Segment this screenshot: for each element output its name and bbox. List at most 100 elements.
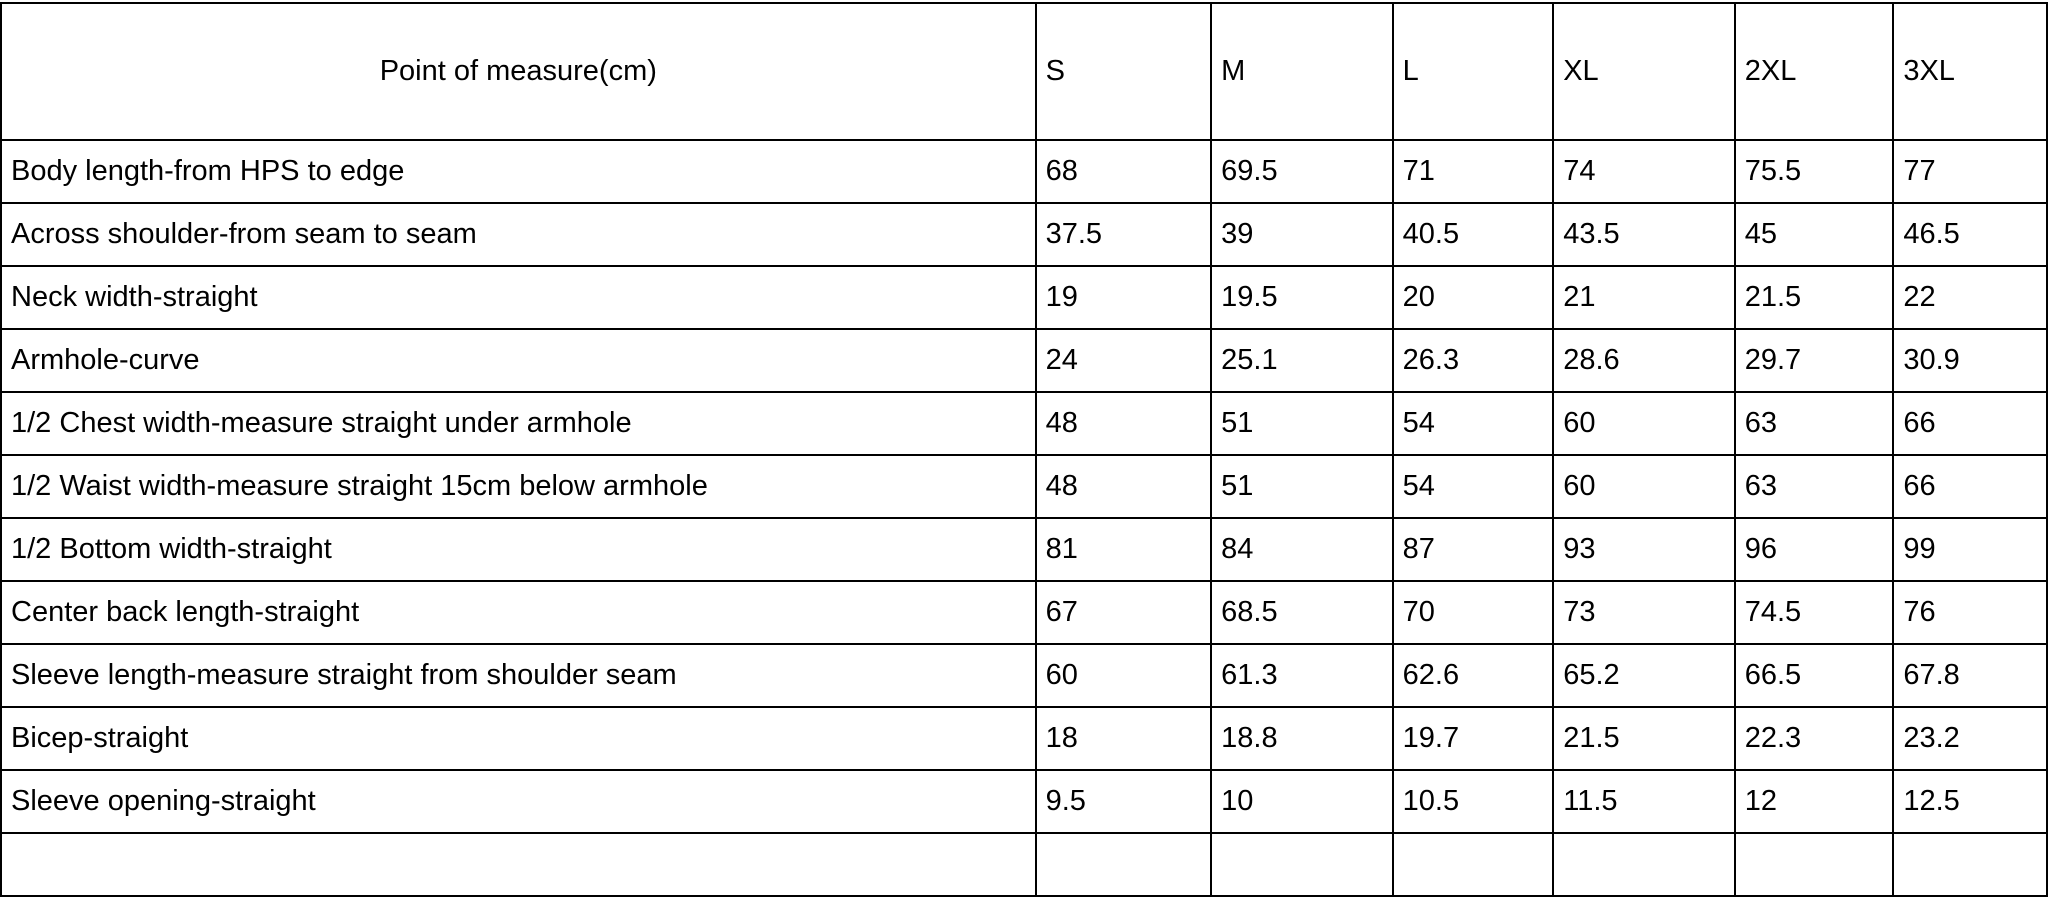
measure-name-cell: Center back length-straight bbox=[0, 580, 1037, 645]
measure-value-cell: 48 bbox=[1034, 391, 1213, 456]
measure-value-cell: 66 bbox=[1892, 391, 2048, 456]
measure-value-cell: 54 bbox=[1391, 391, 1555, 456]
table-row: Center back length-straight 67 68.5 70 73 74.… bbox=[0, 580, 2048, 645]
header-size-2xl: 2XL bbox=[1733, 2, 1895, 141]
measure-value-cell: 46.5 bbox=[1892, 202, 2048, 267]
empty-cell bbox=[1733, 832, 1895, 897]
measure-value-cell: 65.2 bbox=[1552, 643, 1736, 708]
measure-value-cell: 21.5 bbox=[1552, 706, 1736, 771]
measure-value-cell: 10 bbox=[1210, 769, 1394, 834]
measure-value-cell: 30.9 bbox=[1892, 328, 2048, 393]
measure-value-cell: 74 bbox=[1552, 139, 1736, 204]
measure-name-cell: Across shoulder-from seam to seam bbox=[0, 202, 1037, 267]
measure-value-cell: 19 bbox=[1034, 265, 1213, 330]
measure-value-cell: 18.8 bbox=[1210, 706, 1394, 771]
measure-value-cell: 66.5 bbox=[1733, 643, 1895, 708]
measure-value-cell: 71 bbox=[1391, 139, 1555, 204]
measure-value-cell: 45 bbox=[1733, 202, 1895, 267]
measure-value-cell: 19.5 bbox=[1210, 265, 1394, 330]
empty-cell bbox=[1391, 832, 1555, 897]
measure-value-cell: 22.3 bbox=[1733, 706, 1895, 771]
measure-value-cell: 60 bbox=[1034, 643, 1213, 708]
measure-value-cell: 20 bbox=[1391, 265, 1555, 330]
measure-value-cell: 19.7 bbox=[1391, 706, 1555, 771]
measure-name-cell: Sleeve length-measure straight from shou… bbox=[0, 643, 1037, 708]
measure-value-cell: 12 bbox=[1733, 769, 1895, 834]
measure-value-cell: 93 bbox=[1552, 517, 1736, 582]
measure-value-cell: 67 bbox=[1034, 580, 1213, 645]
measure-name-cell: Bicep-straight bbox=[0, 706, 1037, 771]
measure-name-cell: 1/2 Chest width-measure straight under a… bbox=[0, 391, 1037, 456]
measure-value-cell: 48 bbox=[1034, 454, 1213, 519]
measure-name-cell: Armhole-curve bbox=[0, 328, 1037, 393]
empty-cell bbox=[1210, 832, 1394, 897]
empty-cell bbox=[1034, 832, 1213, 897]
empty-cell bbox=[0, 832, 1037, 897]
measure-value-cell: 25.1 bbox=[1210, 328, 1394, 393]
table-row: Across shoulder-from seam to seam 37.5 39 4… bbox=[0, 202, 2048, 267]
measure-value-cell: 74.5 bbox=[1733, 580, 1895, 645]
table-row: Neck width-straight 19 19.5 20 21 21.5 22 bbox=[0, 265, 2048, 330]
table-row: 1/2 Bottom width-straight 81 84 87 93 96 99 bbox=[0, 517, 2048, 582]
table-row bbox=[0, 832, 2048, 897]
measure-value-cell: 87 bbox=[1391, 517, 1555, 582]
empty-cell bbox=[1892, 832, 2048, 897]
measure-name-cell: Sleeve opening-straight bbox=[0, 769, 1037, 834]
measure-value-cell: 18 bbox=[1034, 706, 1213, 771]
measure-value-cell: 60 bbox=[1552, 454, 1736, 519]
empty-cell bbox=[1552, 832, 1736, 897]
measure-value-cell: 51 bbox=[1210, 454, 1394, 519]
measure-value-cell: 60 bbox=[1552, 391, 1736, 456]
header-size-s: S bbox=[1034, 2, 1213, 141]
measure-value-cell: 96 bbox=[1733, 517, 1895, 582]
measure-value-cell: 73 bbox=[1552, 580, 1736, 645]
measure-value-cell: 63 bbox=[1733, 391, 1895, 456]
measure-value-cell: 66 bbox=[1892, 454, 2048, 519]
measure-value-cell: 21 bbox=[1552, 265, 1736, 330]
table-row: Body length-from HPS to edge 68 69.5 71 74 75… bbox=[0, 139, 2048, 204]
table-row: Sleeve opening-straight 9.5 10 10.5 11.5 12 12… bbox=[0, 769, 2048, 834]
measure-value-cell: 61.3 bbox=[1210, 643, 1394, 708]
measure-value-cell: 11.5 bbox=[1552, 769, 1736, 834]
measure-value-cell: 63 bbox=[1733, 454, 1895, 519]
measure-value-cell: 69.5 bbox=[1210, 139, 1394, 204]
measure-value-cell: 84 bbox=[1210, 517, 1394, 582]
header-size-m: M bbox=[1210, 2, 1394, 141]
header-size-xl: XL bbox=[1552, 2, 1736, 141]
measure-name-cell: Neck width-straight bbox=[0, 265, 1037, 330]
measure-value-cell: 43.5 bbox=[1552, 202, 1736, 267]
table-row: Armhole-curve 24 25.1 26.3 28.6 29.7 30.9 bbox=[0, 328, 2048, 393]
measure-value-cell: 77 bbox=[1892, 139, 2048, 204]
header-row: Point of measure(cm) S M L XL 2XL 3XL bbox=[0, 2, 2048, 141]
measure-value-cell: 9.5 bbox=[1034, 769, 1213, 834]
measure-value-cell: 68.5 bbox=[1210, 580, 1394, 645]
measure-value-cell: 68 bbox=[1034, 139, 1213, 204]
measure-name-cell: 1/2 Waist width-measure straight 15cm be… bbox=[0, 454, 1037, 519]
measure-value-cell: 62.6 bbox=[1391, 643, 1555, 708]
header-size-l: L bbox=[1391, 2, 1555, 141]
measure-value-cell: 26.3 bbox=[1391, 328, 1555, 393]
header-point-of-measure: Point of measure(cm) bbox=[0, 2, 1037, 141]
table-row: 1/2 Waist width-measure straight 15cm be… bbox=[0, 454, 2048, 519]
table-row: Sleeve length-measure straight from shou… bbox=[0, 643, 2048, 708]
table-row: Bicep-straight 18 18.8 19.7 21.5 22.3 23.2 bbox=[0, 706, 2048, 771]
table-row: 1/2 Chest width-measure straight under a… bbox=[0, 391, 2048, 456]
measure-value-cell: 29.7 bbox=[1733, 328, 1895, 393]
measure-name-cell: Body length-from HPS to edge bbox=[0, 139, 1037, 204]
measure-value-cell: 67.8 bbox=[1892, 643, 2048, 708]
measure-value-cell: 99 bbox=[1892, 517, 2048, 582]
measure-value-cell: 22 bbox=[1892, 265, 2048, 330]
measure-value-cell: 39 bbox=[1210, 202, 1394, 267]
measure-value-cell: 21.5 bbox=[1733, 265, 1895, 330]
measure-value-cell: 81 bbox=[1034, 517, 1213, 582]
measure-value-cell: 24 bbox=[1034, 328, 1213, 393]
measure-value-cell: 40.5 bbox=[1391, 202, 1555, 267]
measure-value-cell: 70 bbox=[1391, 580, 1555, 645]
measure-value-cell: 37.5 bbox=[1034, 202, 1213, 267]
measure-value-cell: 51 bbox=[1210, 391, 1394, 456]
measure-value-cell: 54 bbox=[1391, 454, 1555, 519]
measure-value-cell: 12.5 bbox=[1892, 769, 2048, 834]
header-size-3xl: 3XL bbox=[1892, 2, 2048, 141]
measure-value-cell: 23.2 bbox=[1892, 706, 2048, 771]
